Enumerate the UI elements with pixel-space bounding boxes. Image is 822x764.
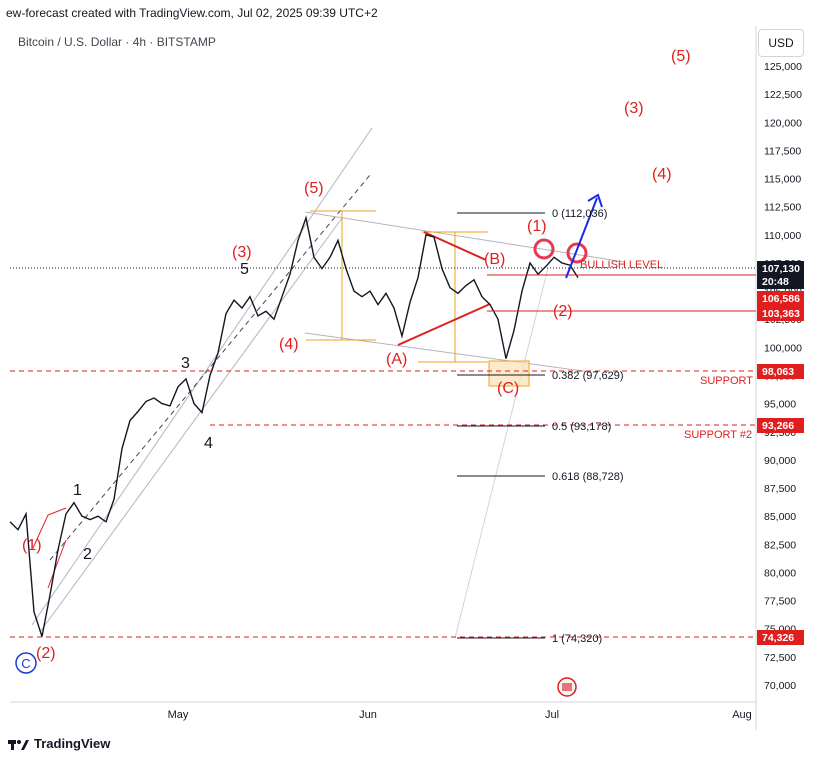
- y-tick-label: 85,000: [764, 511, 796, 523]
- wave-c-label: C: [21, 656, 30, 671]
- price-tag-98063: 98,063: [757, 364, 804, 379]
- y-tick-label: 112,500: [764, 202, 801, 214]
- chart-title: Bitcoin / U.S. Dollar · 4h · BITSTAMP: [18, 35, 216, 49]
- triangle-lower-line: [304, 332, 591, 373]
- wave-label-red-1: (1): [22, 537, 42, 554]
- svg-text:20:48: 20:48: [762, 276, 789, 288]
- currency-button[interactable]: USD: [758, 29, 804, 57]
- chart-attribution: ew-forecast created with TradingView.com…: [6, 6, 378, 20]
- support-2-label: SUPPORT #2: [684, 429, 752, 441]
- fib-lines: [457, 212, 545, 639]
- wave-label-black-4: 4: [204, 435, 213, 452]
- wave-label-red-new-2: (2): [553, 303, 573, 320]
- svg-text:107,130: 107,130: [762, 263, 800, 275]
- x-axis-ticks: May Jun Jul Aug: [168, 709, 752, 721]
- triangle-upper-line: [304, 211, 626, 263]
- c-wave-target-box: [488, 360, 530, 387]
- y-tick-label: 77,500: [764, 596, 796, 608]
- wave-1-2-lines: [32, 507, 67, 549]
- y-tick-label: 115,000: [764, 174, 801, 186]
- y-tick-label: 125,000: [764, 61, 802, 73]
- svg-text:103,363: 103,363: [762, 308, 800, 320]
- y-tick-label: 122,500: [764, 89, 802, 101]
- us-flag-icon: [562, 683, 572, 691]
- bullish-level-label: BULLISH LEVEL: [580, 259, 663, 271]
- price-tag-74326: 74,326: [757, 630, 804, 645]
- circle-marker-2: [566, 242, 588, 264]
- price-tag-106586: 106,586: [757, 291, 804, 306]
- tradingview-logo: TradingView: [8, 736, 110, 751]
- y-tick-label: 117,500: [764, 145, 801, 157]
- y-tick-label: 70,000: [764, 680, 796, 692]
- x-tick-label: Jun: [359, 709, 377, 721]
- svg-text:98,063: 98,063: [762, 366, 794, 378]
- wave-a-b-line: [397, 303, 491, 346]
- forecast-arrow-head: [587, 193, 603, 208]
- fib-0-label: 0 (112,036): [552, 208, 607, 220]
- y-tick-label: 87,500: [764, 483, 796, 495]
- price-series-line: [9, 215, 579, 637]
- svg-text:93,266: 93,266: [762, 420, 794, 432]
- wave-label-black-1: 1: [73, 482, 82, 499]
- wave-label-red-new-4: (4): [652, 166, 672, 183]
- wave-label-black-3: 3: [181, 355, 190, 372]
- price-tag-93266: 93,266: [757, 418, 804, 433]
- tradingview-logo-text: TradingView: [34, 736, 111, 751]
- y-tick-label: 82,500: [764, 539, 796, 551]
- svg-text:106,586: 106,586: [762, 293, 800, 305]
- wave-label-black-2: 2: [83, 546, 92, 563]
- svg-text:74,326: 74,326: [762, 632, 794, 644]
- wave-label-red-new-1: (1): [527, 218, 547, 235]
- x-tick-label: Aug: [732, 709, 752, 721]
- price-tag-103363: 103,363: [757, 306, 804, 321]
- y-tick-label: 120,000: [764, 117, 802, 129]
- wave-c-circle: [15, 652, 37, 674]
- channel-mid-line: [49, 174, 371, 561]
- wave-label-red-b: (B): [484, 251, 505, 268]
- wave-label-red-c: (C): [497, 380, 519, 397]
- fib-trend-line: [454, 267, 549, 639]
- tradingview-logo-icon: [8, 739, 29, 750]
- wave-label-red-3: (3): [232, 244, 252, 261]
- wave-label-red-new-3: (3): [624, 100, 644, 117]
- x-tick-label: May: [168, 709, 189, 721]
- y-tick-label: 72,500: [764, 652, 796, 664]
- y-tick-label: 100,000: [764, 342, 802, 354]
- wave-label-red-new-5: (5): [671, 48, 691, 65]
- fib-0382-label: 0.382 (97,629): [552, 370, 624, 382]
- price-tag-last: 107,130 20:48: [757, 261, 804, 289]
- wave-2-line: [47, 539, 67, 589]
- y-tick-label: 110,000: [764, 230, 801, 242]
- circle-marker-1: [533, 238, 555, 260]
- wave-label-black-5: 5: [240, 261, 249, 278]
- wave-label-red-4: (4): [279, 336, 299, 353]
- fib-0618-label: 0.618 (88,728): [552, 471, 624, 483]
- fib-1-label: 1 (74,320): [552, 633, 602, 645]
- x-tick-label: Jul: [545, 709, 559, 721]
- fib-05-label: 0.5 (93,178): [552, 421, 611, 433]
- y-tick-label: 80,000: [764, 567, 796, 579]
- forecast-arrow-line: [565, 197, 598, 279]
- support-label: SUPPORT: [700, 375, 753, 387]
- wave-label-red-5: (5): [304, 180, 324, 197]
- measure-brackets: [306, 210, 488, 363]
- wave-label-red-2: (2): [36, 645, 56, 662]
- channel-lower-line: [39, 217, 343, 633]
- y-tick-label: 95,000: [764, 399, 796, 411]
- wave-label-red-a: (A): [386, 351, 407, 368]
- y-tick-label: 90,000: [764, 455, 796, 467]
